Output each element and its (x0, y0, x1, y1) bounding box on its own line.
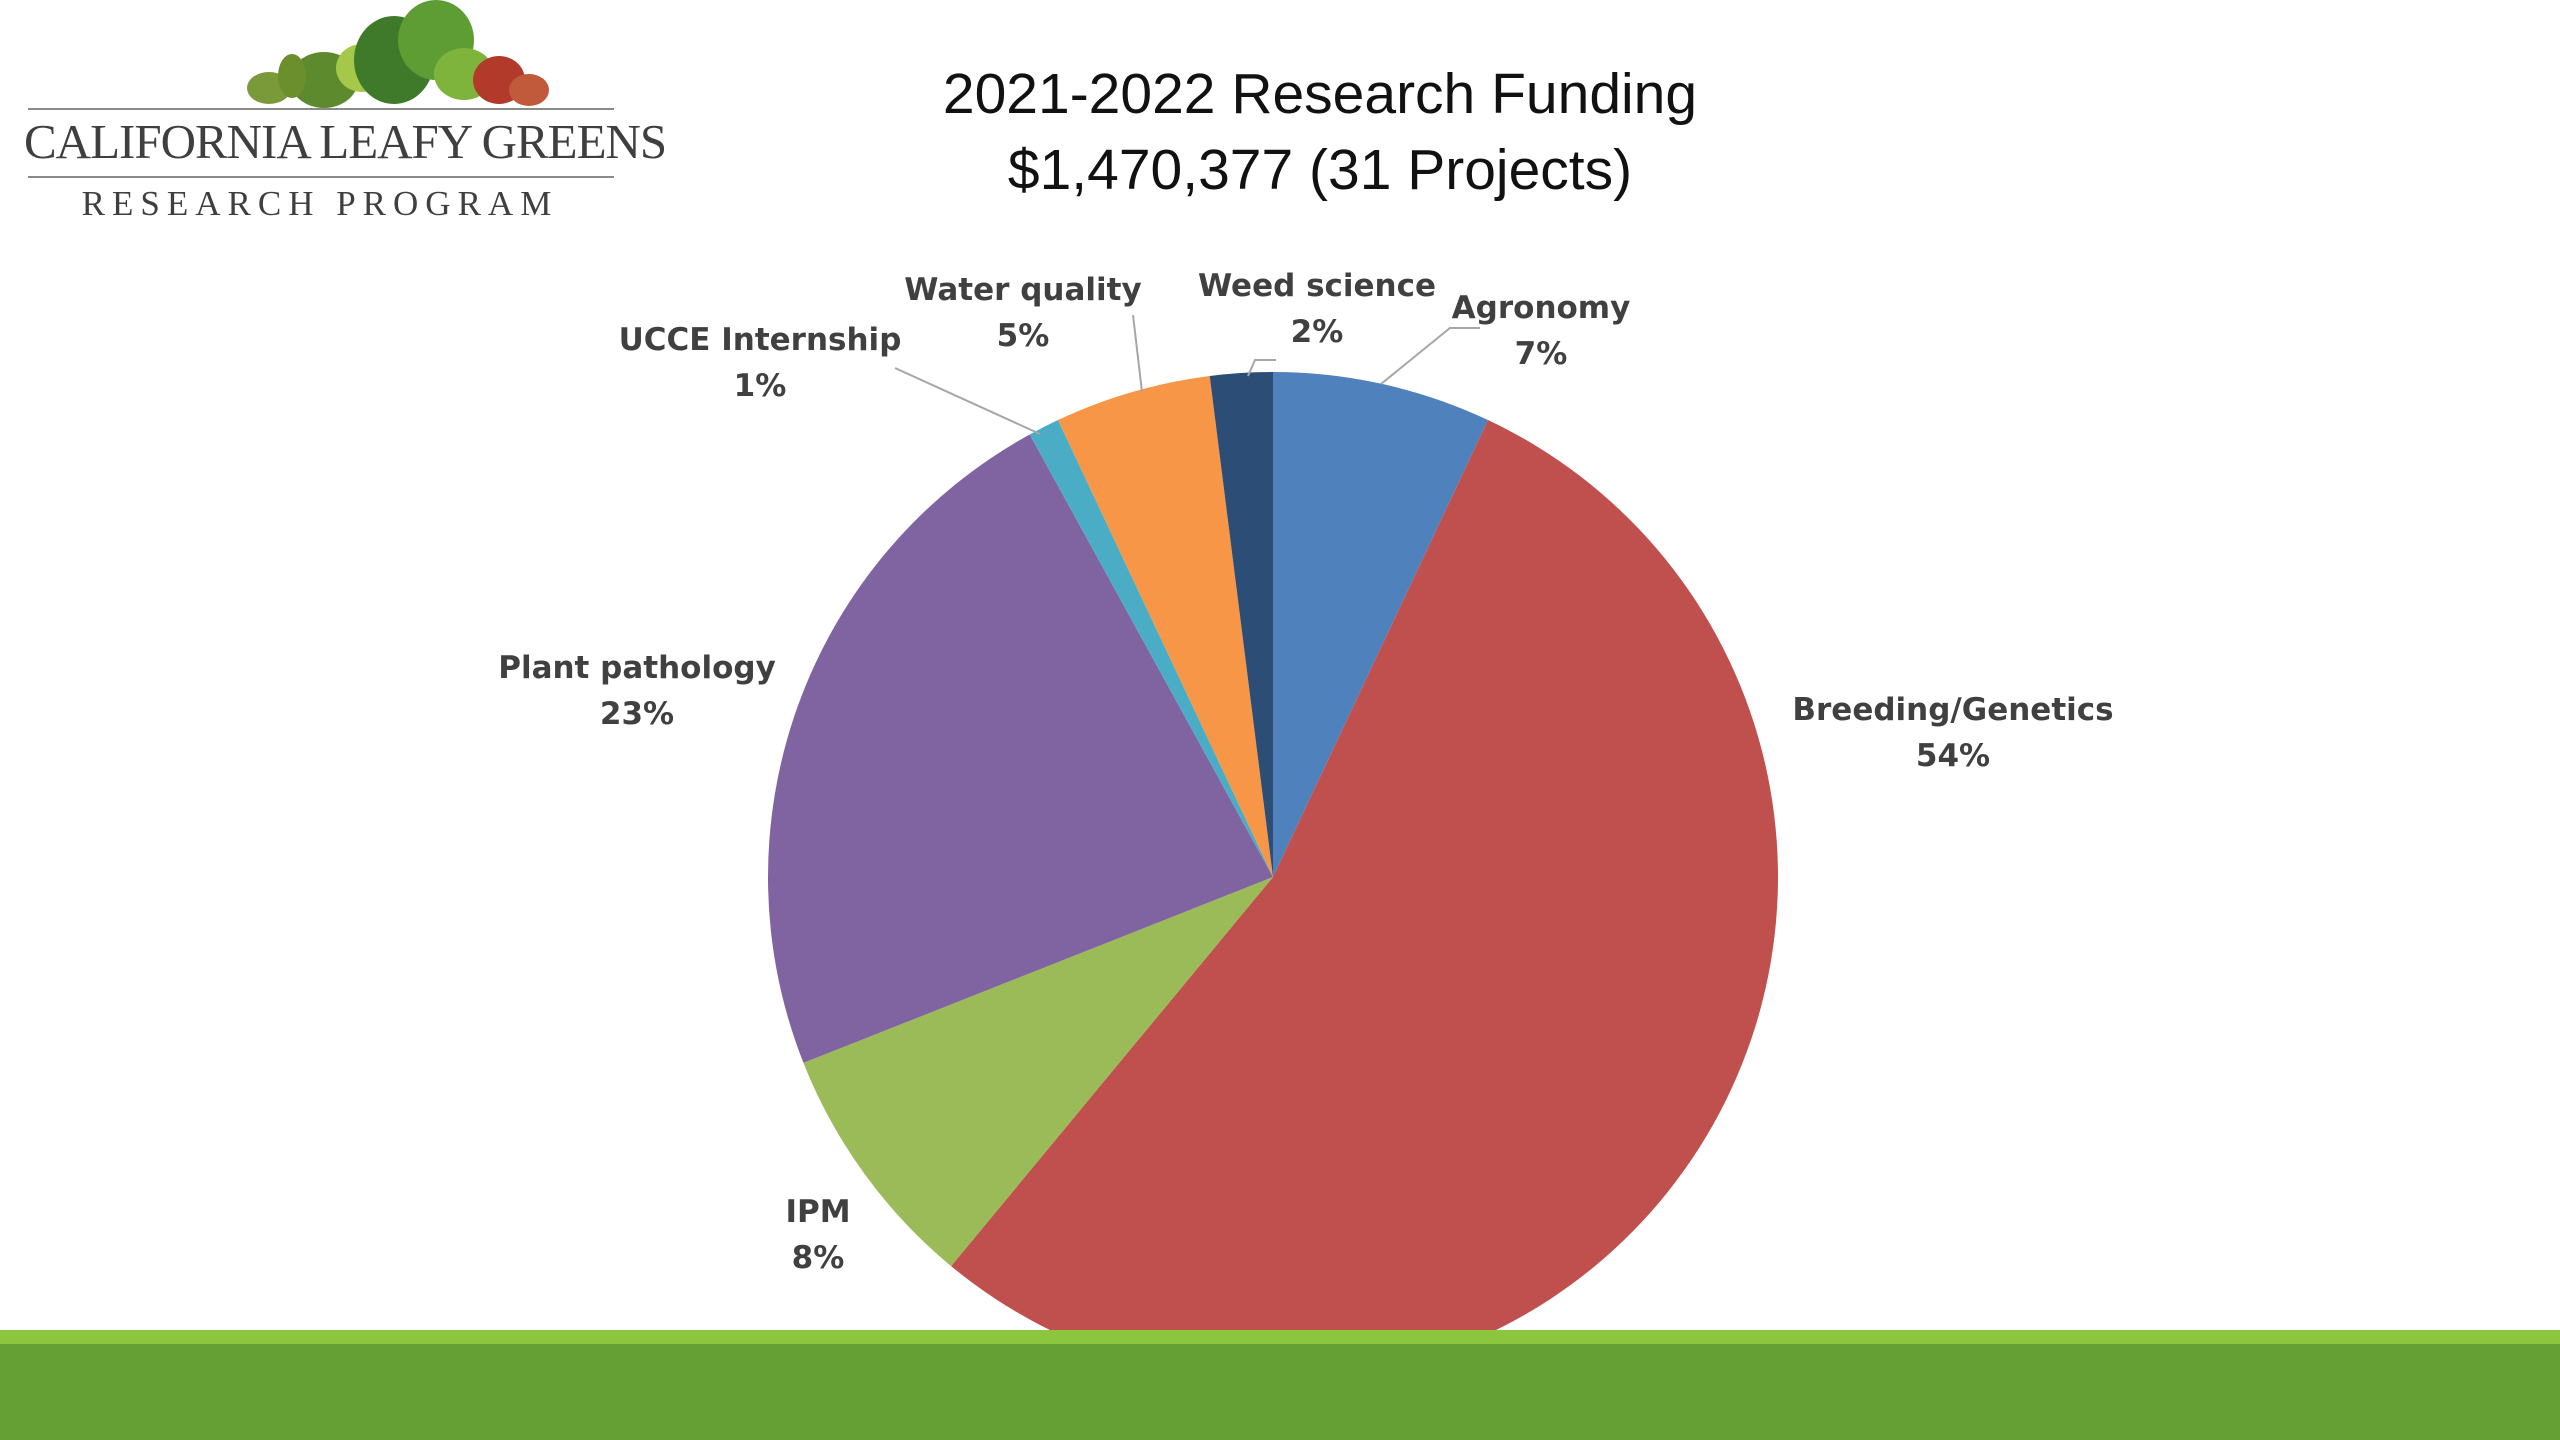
slice-label-name: Plant pathology (498, 650, 776, 686)
slice-label: Water quality 5% (904, 272, 1141, 354)
slice-label-percent: 8% (792, 1240, 845, 1276)
slice-label: UCCE Internship 1% (619, 322, 902, 404)
pie-slice-water-quality (1057, 375, 1273, 877)
leaf-logo-icon (247, 0, 549, 108)
leader-line (1380, 327, 1480, 385)
slice-label-name: Breeding/Genetics (1792, 692, 2113, 728)
logo-divider-bottom (28, 176, 614, 178)
pie-slice-ipm (803, 877, 1273, 1267)
pie-slice-breeding-genetics (951, 420, 1779, 1383)
chart-title-line1: 2021-2022 Research Funding (942, 62, 1698, 126)
pie-slice-weed-science (1209, 372, 1273, 877)
slice-label-percent: 7% (1515, 336, 1568, 372)
pie-slice-ucce-internship (1029, 420, 1273, 877)
slice-label-name: Weed science (1198, 268, 1436, 304)
pie-labels: Agronomy 7% Breeding/Genetics 54% IPM 8% Plant… (498, 268, 2113, 1276)
leader-line (1132, 314, 1143, 393)
slice-label-name: UCCE Internship (619, 322, 902, 358)
footer-band-dark (0, 1344, 2560, 1440)
slice-label-percent: 1% (734, 368, 787, 404)
pie-slices (767, 372, 1779, 1383)
slice-label-name: Water quality (904, 272, 1141, 308)
slice-label-name: IPM (785, 1194, 850, 1230)
chart-title: 2021-2022 Research Funding $1,470,377 (3… (700, 56, 1940, 208)
pie-slice-plant-pathology (767, 434, 1273, 1063)
slice-label: Agronomy 7% (1452, 290, 1631, 372)
logo-subtitle: RESEARCH PROGRAM (81, 184, 559, 223)
pie-leader-lines (894, 314, 1480, 435)
slice-label-percent: 5% (997, 318, 1050, 354)
leader-line (1247, 359, 1276, 377)
slice-label: Plant pathology 23% (498, 650, 776, 732)
logo-name: CALIFORNIA LEAFY GREENS (24, 114, 667, 169)
pie-slice-agronomy (1273, 372, 1489, 877)
footer-band-light (0, 1330, 2560, 1344)
leader-line (894, 367, 1041, 435)
slice-label: Breeding/Genetics 54% (1792, 692, 2113, 774)
slice-label-percent: 54% (1916, 738, 1990, 774)
logo: CALIFORNIA LEAFY GREENS RESEARCH PROGRAM (24, 0, 667, 230)
logo-divider-top (28, 108, 614, 110)
slice-label-percent: 2% (1291, 314, 1344, 350)
slice-label-percent: 23% (600, 696, 674, 732)
slice-label-name: Agronomy (1452, 290, 1631, 326)
chart-title-line2: $1,470,377 (31 Projects) (1007, 138, 1633, 202)
slice-label: Weed science 2% (1198, 268, 1436, 350)
slice-label: IPM 8% (785, 1194, 850, 1276)
